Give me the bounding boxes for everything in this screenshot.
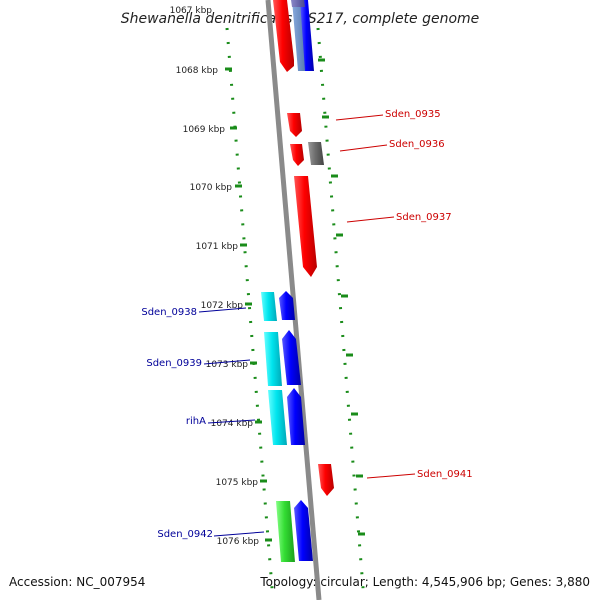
right-major-ticks <box>318 58 365 536</box>
gene-label-Sden_0935[interactable]: Sden_0935 <box>385 109 441 120</box>
gene-red-top[interactable] <box>273 0 294 72</box>
gene-rihA[interactable] <box>268 390 287 445</box>
kbp-label: 1073 kbp <box>206 360 249 370</box>
kbp-label: 1070 kbp <box>190 183 233 193</box>
kbp-label: 1076 kbp <box>217 537 260 547</box>
gene-blue-rihA[interactable] <box>287 388 305 445</box>
topology-text: Topology: circular; Length: 4,545,906 bp… <box>259 575 590 589</box>
gene-gray-0936[interactable] <box>308 142 324 165</box>
gene-Sden_0942[interactable] <box>276 501 295 562</box>
gene-blue-0939[interactable] <box>282 330 301 385</box>
gene-label-Sden_0942[interactable]: Sden_0942 <box>157 529 213 540</box>
left-major-ticks <box>225 67 272 542</box>
label-leaders <box>198 114 416 537</box>
gene-Sden_0935[interactable] <box>287 113 302 137</box>
gene-blue-0942[interactable] <box>294 500 313 561</box>
kbp-label: 1068 kbp <box>176 66 219 76</box>
right-scale-track <box>316 27 366 600</box>
gene-Sden_0936[interactable] <box>290 144 304 166</box>
kbp-label: 1075 kbp <box>216 478 259 488</box>
kbp-label: 1072 kbp <box>201 301 244 311</box>
gene-label-Sden_0938[interactable]: Sden_0938 <box>141 307 197 318</box>
gene-label-rihA[interactable]: rihA <box>186 416 206 427</box>
kbp-label: 1071 kbp <box>196 242 239 252</box>
gene-label-Sden_0937[interactable]: Sden_0937 <box>396 212 452 223</box>
gene-Sden_0938[interactable] <box>261 292 277 321</box>
kbp-labels: 1067 kbp 1068 kbp 1069 kbp 1070 kbp 1071… <box>170 6 260 547</box>
gene-Sden_0939[interactable] <box>264 332 282 386</box>
kbp-label: 1074 kbp <box>211 419 254 429</box>
gene-Sden_0941[interactable] <box>318 464 334 496</box>
gene-blue-0938[interactable] <box>279 291 295 320</box>
kbp-label: 1067 kbp <box>170 6 213 16</box>
gene-label-Sden_0936[interactable]: Sden_0936 <box>389 139 445 150</box>
gene-blue-top[interactable] <box>300 0 314 71</box>
genome-backbone <box>265 0 322 600</box>
accession-text: Accession: NC_007954 <box>9 575 145 589</box>
gene-Sden_0937[interactable] <box>294 176 317 277</box>
gene-violet-top[interactable] <box>291 0 305 7</box>
kbp-label: 1069 kbp <box>183 125 226 135</box>
gene-label-Sden_0939[interactable]: Sden_0939 <box>146 358 202 369</box>
gene-label-Sden_0941[interactable]: Sden_0941 <box>417 469 473 480</box>
